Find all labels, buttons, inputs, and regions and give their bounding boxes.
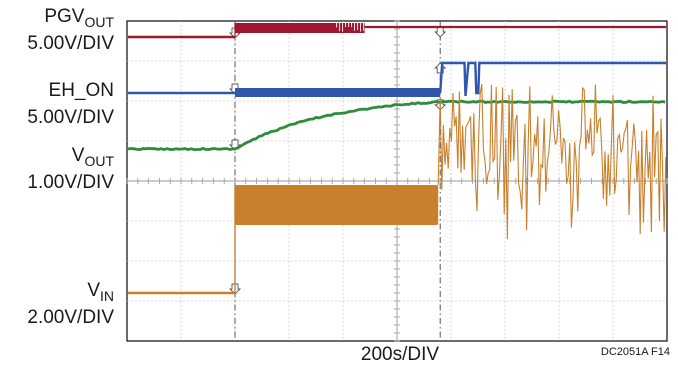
trigger-arrow-icon	[434, 62, 447, 74]
trace-ehon	[128, 61, 666, 97]
trace-vin-band	[235, 185, 439, 225]
channel-label-ehon: EH_ON	[48, 80, 114, 101]
trace-ehon-high	[439, 61, 666, 97]
trace-ehon-busy	[235, 88, 441, 97]
figure-id: DC2051A F14	[600, 346, 670, 358]
scope-grid	[126, 20, 668, 342]
trace-vout-line	[127, 99, 666, 152]
channel-scale-vout: 1.00V/DIV	[27, 172, 114, 193]
x-axis-label: 200s/DIV	[360, 344, 440, 365]
trace-pgv	[128, 23, 666, 39]
trigger-arrow-icon	[434, 26, 447, 38]
channel-label-vout: VOUT	[71, 145, 114, 170]
channel-scale-vin: 2.00V/DIV	[27, 307, 114, 328]
channel-scale-ehon: 5.00V/DIV	[27, 107, 114, 128]
trace-vout	[127, 99, 666, 152]
channel-label-pgvout: PGVOUT	[44, 6, 114, 31]
channel-scale-pgvout: 5.00V/DIV	[27, 33, 114, 54]
trace-vin-noise	[437, 84, 667, 240]
trace-pgv-burst	[235, 23, 365, 33]
trace-vin	[128, 84, 667, 295]
scope-traces	[127, 23, 667, 295]
channel-label-vin: VIN	[87, 280, 114, 305]
